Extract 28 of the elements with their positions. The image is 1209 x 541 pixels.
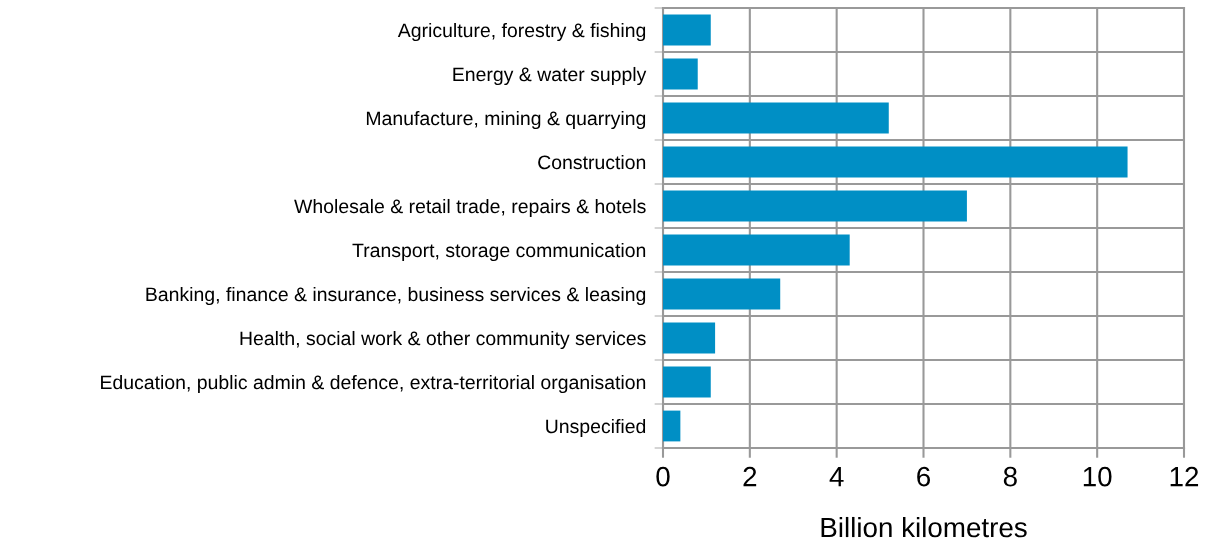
- y-tick-label: Agriculture, forestry & fishing: [397, 22, 646, 42]
- bar: [663, 58, 698, 90]
- y-tick-label: Manufacture, mining & quarrying: [366, 110, 646, 130]
- bar: [663, 146, 1128, 178]
- bar: [663, 14, 711, 46]
- x-tick-label: 10: [1083, 466, 1112, 487]
- bar: [663, 410, 681, 442]
- y-tick-label: Transport, storage communication: [352, 242, 646, 262]
- y-tick-label: Education, public admin & defence, extra-territorial organisation: [101, 374, 646, 394]
- bar: [663, 278, 781, 310]
- y-tick-label: Construction: [538, 154, 646, 170]
- x-tick-label: 0: [656, 466, 670, 487]
- x-tick-label: 12: [1170, 466, 1199, 487]
- x-tick-label: 6: [917, 466, 930, 487]
- x-tick-label: 2: [743, 466, 757, 487]
- x-tick-label: 4: [829, 467, 844, 487]
- bar: [663, 102, 889, 134]
- bar: [663, 234, 850, 266]
- bar: [663, 366, 711, 398]
- bar: [663, 190, 967, 222]
- y-tick-label: Health, social work & other community services: [240, 330, 646, 350]
- x-axis-title: Billion kilometres: [821, 516, 1027, 538]
- y-tick-label: Banking, finance & insurance, business services & leasing: [146, 286, 646, 306]
- y-tick-label: Wholesale & retail trade, repairs & hotels: [294, 198, 646, 218]
- x-tick-label: 8: [1003, 466, 1017, 487]
- bar: [663, 322, 716, 354]
- y-tick-label: Unspecified: [546, 418, 646, 438]
- y-tick-label: Energy & water supply: [453, 66, 647, 86]
